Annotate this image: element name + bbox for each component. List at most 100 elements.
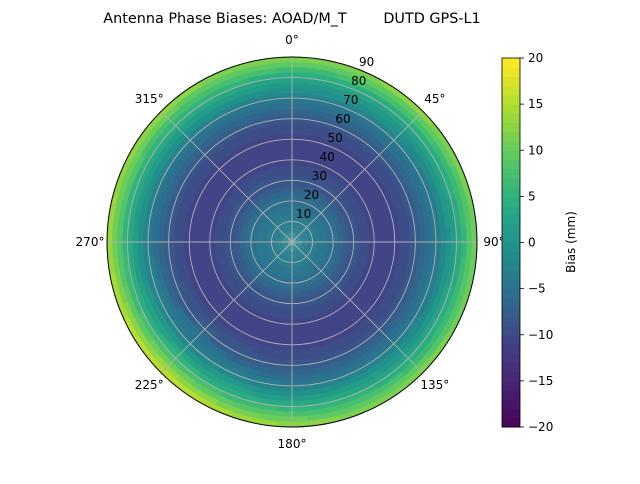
heatmap-cell <box>341 344 354 355</box>
heatmap-cell <box>381 216 389 227</box>
heatmap-cell <box>368 344 382 357</box>
heatmap-cell <box>349 219 357 227</box>
heatmap-cell <box>167 158 179 173</box>
heatmap-cell <box>270 253 277 259</box>
heatmap-cell <box>334 331 347 341</box>
heatmap-cell <box>202 182 213 194</box>
colorbar-band <box>502 307 520 317</box>
heatmap-cell <box>284 318 292 325</box>
heatmap-cell <box>426 144 440 161</box>
heatmap-cell <box>239 348 252 359</box>
heatmap-cell <box>399 232 406 243</box>
heatmap-cell <box>219 148 231 160</box>
heatmap-cell <box>292 242 298 244</box>
heatmap-cell <box>112 287 123 306</box>
heatmap-cell <box>243 415 261 425</box>
heatmap-cell <box>279 169 287 177</box>
heatmap-cell <box>287 195 293 202</box>
heatmap-cell <box>215 144 228 156</box>
heatmap-cell <box>137 227 144 242</box>
heatmap-cell <box>261 231 268 236</box>
heatmap-cell <box>296 297 303 304</box>
heatmap-cell <box>393 334 407 349</box>
heatmap-cell <box>303 220 309 227</box>
heatmap-cell <box>230 230 237 238</box>
colorbar-band <box>502 325 520 336</box>
heatmap-cell <box>297 229 303 235</box>
heatmap-cell <box>250 179 259 188</box>
heatmap-cell <box>292 180 298 186</box>
heatmap-cell <box>312 275 319 283</box>
heatmap-cell <box>353 176 364 187</box>
heatmap-cell <box>241 249 248 256</box>
heatmap-cell <box>240 237 246 242</box>
heatmap-cell <box>148 128 163 145</box>
colorbar-band <box>502 233 520 243</box>
heatmap-cell <box>160 368 177 384</box>
heatmap-cell <box>368 74 386 87</box>
heatmap-cell <box>243 257 251 264</box>
heatmap-cell <box>388 204 397 216</box>
heatmap-cell <box>344 92 361 103</box>
heatmap-cell <box>354 311 365 322</box>
heatmap-cell <box>204 325 217 337</box>
heatmap-cell <box>205 339 219 352</box>
heatmap-cell <box>297 250 302 256</box>
heatmap-cell <box>180 191 190 204</box>
heatmap-cell <box>278 259 284 266</box>
heatmap-cell <box>375 154 388 167</box>
heatmap-cell <box>294 277 300 284</box>
heatmap-cell <box>300 348 312 355</box>
heatmap-cell <box>281 242 288 245</box>
heatmap-cell <box>339 170 349 180</box>
heatmap-cell <box>199 168 210 181</box>
heatmap-cell <box>392 94 409 109</box>
heatmap-cell <box>244 304 254 314</box>
heatmap-cell <box>247 357 261 367</box>
heatmap-cell <box>298 260 303 267</box>
heatmap-cell <box>127 167 139 184</box>
heatmap-cell <box>227 218 235 227</box>
heatmap-cell <box>282 128 293 135</box>
heatmap-cell <box>240 97 256 107</box>
heatmap-cell <box>268 219 274 226</box>
heatmap-cell <box>401 308 413 323</box>
heatmap-cell <box>218 130 231 141</box>
heatmap-cell <box>266 239 272 242</box>
heatmap-cell <box>233 111 247 121</box>
heatmap-cell <box>298 322 308 330</box>
heatmap-cell <box>308 260 315 266</box>
heatmap-cell <box>217 274 226 284</box>
heatmap-cell <box>366 298 377 309</box>
heatmap-cell <box>284 221 289 228</box>
heatmap-cell <box>430 141 445 158</box>
heatmap-cell <box>266 245 273 249</box>
heatmap-cell <box>291 385 306 392</box>
heatmap-cell <box>221 386 238 397</box>
heatmap-cell <box>173 231 180 242</box>
heatmap-cell <box>311 256 318 263</box>
heatmap-cell <box>288 221 291 227</box>
heatmap-cell <box>403 251 411 264</box>
heatmap-cell <box>277 159 286 167</box>
heatmap-cell <box>255 238 262 242</box>
heatmap-cell <box>306 216 313 223</box>
heatmap-cell <box>152 335 167 352</box>
heatmap-cell <box>219 235 226 242</box>
heatmap-cell <box>209 241 216 250</box>
heatmap-cell <box>276 239 282 242</box>
heatmap-cell <box>221 357 236 369</box>
heatmap-cell <box>153 217 161 231</box>
heatmap-cell <box>376 257 384 267</box>
heatmap-cell <box>304 249 311 255</box>
heatmap-cell <box>245 245 252 251</box>
heatmap-cell <box>388 268 397 280</box>
heatmap-cell <box>292 138 302 145</box>
heatmap-cell <box>278 286 284 293</box>
heatmap-cell <box>111 225 119 242</box>
heatmap-cell <box>327 174 337 184</box>
heatmap-cell <box>363 198 372 208</box>
heatmap-cell <box>416 167 428 182</box>
heatmap-cell <box>465 273 475 291</box>
heatmap-cell <box>200 217 208 227</box>
